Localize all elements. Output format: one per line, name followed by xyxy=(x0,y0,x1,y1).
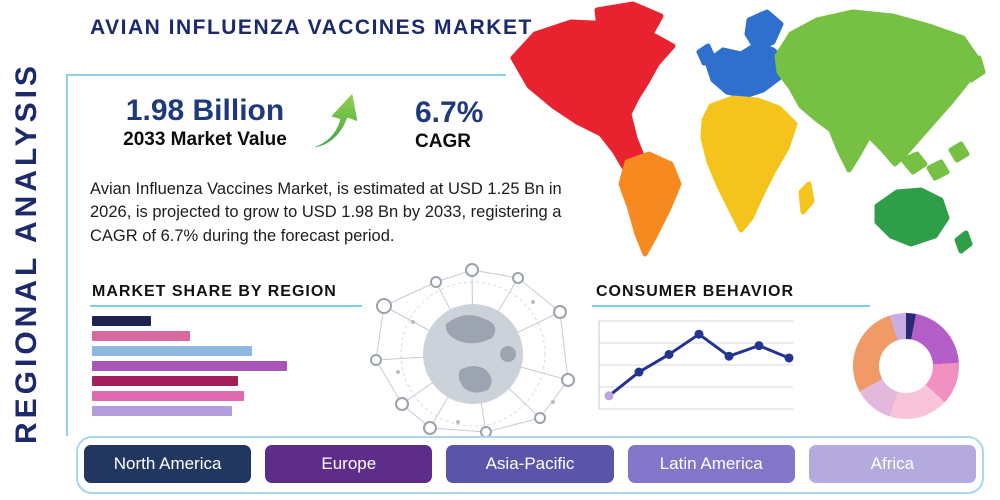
page-title: AVIAN INFLUENZA VACCINES MARKET xyxy=(90,16,533,39)
market-share-bar-4 xyxy=(92,376,239,386)
map-madagascar xyxy=(798,181,815,215)
region-donut-chart xyxy=(853,313,959,419)
cagr-caption: CAGR xyxy=(415,131,471,152)
consumer-behavior-underline xyxy=(592,305,870,307)
market-share-bar-chart xyxy=(92,316,287,426)
map-asia xyxy=(774,9,980,173)
market-value-caption: 2033 Market Value xyxy=(123,129,287,150)
map-se-asia-3 xyxy=(948,141,970,163)
frame-left-line xyxy=(66,74,68,436)
map-europe xyxy=(704,41,790,99)
market-share-bar-6 xyxy=(92,406,233,416)
map-uk xyxy=(696,43,716,66)
map-australia xyxy=(874,187,950,247)
vertical-regional-analysis-label: REGIONAL ANALYSIS xyxy=(10,62,43,444)
market-share-bar-2 xyxy=(92,346,252,356)
cagr-number: 6.7% xyxy=(415,96,484,129)
globe-network-illustration xyxy=(370,263,575,438)
region-button-latin-america[interactable]: Latin America xyxy=(627,445,795,483)
world-map xyxy=(510,1,986,257)
market-share-bar-5 xyxy=(92,391,245,401)
market-share-bar-0 xyxy=(92,316,151,326)
region-button-asia-pacific[interactable]: Asia-Pacific xyxy=(446,445,614,483)
consumer-behavior-line-chart xyxy=(598,320,794,410)
region-button-africa[interactable]: Africa xyxy=(808,445,977,483)
market-value-number: 1.98 Billion xyxy=(125,94,285,127)
cagr-stat: 6.7% CAGR xyxy=(415,96,483,153)
market-share-bar-1 xyxy=(92,331,190,341)
consumer-behavior-heading: CONSUMER BEHAVIOR xyxy=(596,283,795,300)
map-japan xyxy=(964,55,986,83)
map-north-america xyxy=(510,19,676,179)
region-buttons-row: North America Europe Asia-Pacific Latin Ame… xyxy=(84,445,977,485)
frame-top-line xyxy=(66,74,506,76)
map-south-america xyxy=(618,151,682,257)
market-share-heading: MARKET SHARE BY REGION xyxy=(92,283,337,300)
region-button-north-america[interactable]: North America xyxy=(84,445,252,483)
market-description: Avian Influenza Vaccines Market, is esti… xyxy=(90,180,562,245)
donut-hole xyxy=(879,339,933,393)
map-new-zealand xyxy=(954,230,973,254)
map-africa xyxy=(700,95,798,233)
map-se-asia-2 xyxy=(926,159,950,181)
map-scandinavia xyxy=(744,9,784,53)
bottom-frame-outline xyxy=(76,436,984,494)
market-share-underline xyxy=(90,305,362,307)
market-value-stat: 1.98 Billion 2033 Market Value xyxy=(86,94,324,151)
market-share-bar-3 xyxy=(92,361,287,371)
growth-arrow-icon xyxy=(302,89,361,150)
map-se-asia-1 xyxy=(900,151,928,175)
region-button-europe[interactable]: Europe xyxy=(265,445,433,483)
